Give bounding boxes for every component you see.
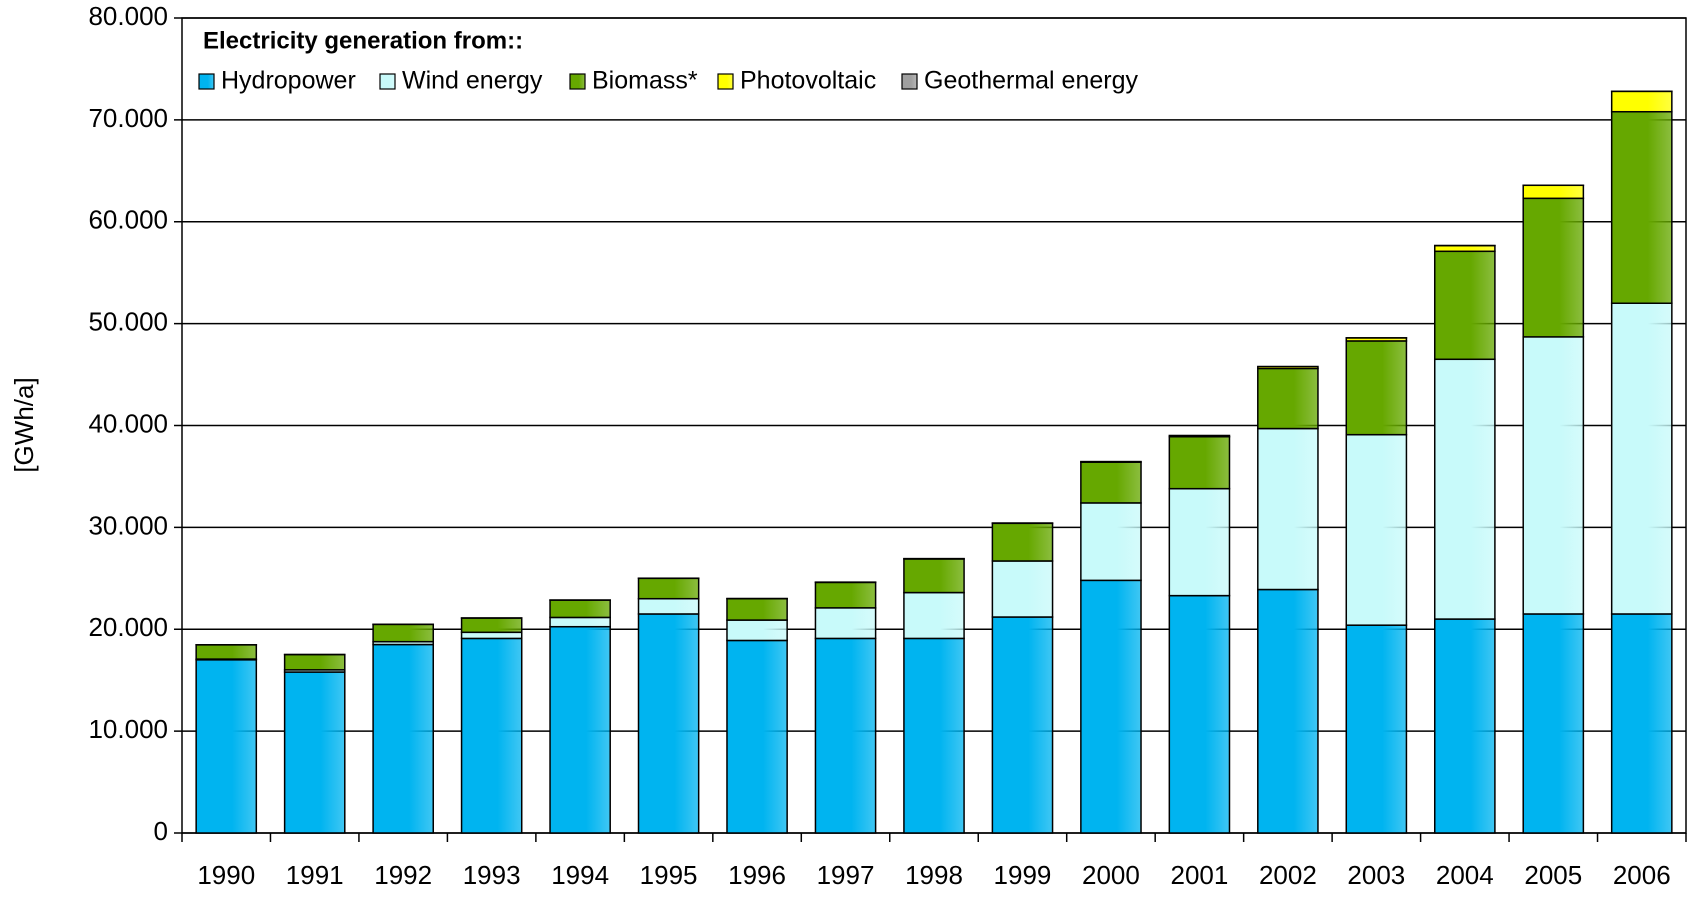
bar-segment [1610, 90, 1673, 113]
x-tick-label: 2003 [1347, 860, 1405, 890]
bar-segment [1433, 358, 1496, 620]
bar-segment [814, 581, 877, 609]
bar-segment [195, 644, 258, 660]
bar-segment [1345, 340, 1408, 436]
bar-segment [1080, 460, 1142, 463]
bar-segment [1522, 197, 1585, 338]
x-tick-label: 1990 [197, 860, 255, 890]
x-tick-label: 1995 [640, 860, 698, 890]
legend-swatch [198, 73, 215, 90]
bar-segment [549, 625, 611, 834]
bar-segment [726, 619, 788, 642]
x-tick-label: 2005 [1524, 860, 1582, 890]
bar-segment [637, 613, 700, 834]
bar-segment [1610, 613, 1673, 834]
bar-segment [726, 639, 788, 834]
bar-segment [460, 637, 523, 834]
bar-segment [1433, 618, 1496, 834]
bar-segment [372, 643, 435, 834]
bar-segment [1080, 461, 1142, 504]
x-tick-label: 1994 [551, 860, 609, 890]
bar-segment [1168, 434, 1231, 438]
x-tick-label: 2002 [1259, 860, 1317, 890]
y-tick-label: 40.000 [88, 408, 168, 438]
bar-segment [903, 591, 965, 640]
y-tick-label: 50.000 [88, 307, 168, 337]
bar-segment [1433, 250, 1496, 361]
y-tick-label: 0 [154, 816, 168, 846]
y-axis-label: [GWh/a] [9, 377, 39, 472]
x-tick-label: 2006 [1613, 860, 1671, 890]
bar-segment [1522, 613, 1585, 834]
legend-text: Biomass* [592, 67, 698, 95]
bar-segment [1345, 624, 1408, 834]
bar-segment [991, 522, 1054, 562]
bar-segment [903, 637, 965, 834]
legend-text: Geothermal energy [924, 67, 1139, 95]
x-tick-label: 1991 [286, 860, 344, 890]
bar-segment [460, 631, 523, 640]
bar-segment [726, 597, 788, 621]
bar-segment [460, 617, 523, 634]
bar-segment [1610, 110, 1673, 304]
bar-segment [1168, 487, 1231, 597]
y-tick-label: 10.000 [88, 714, 168, 744]
bar-segment [1433, 244, 1496, 253]
legend-text: Photovoltaic [740, 67, 876, 95]
legend-text: Wind energy [402, 67, 543, 95]
x-tick-label: 1992 [374, 860, 432, 890]
y-tick-label: 60.000 [88, 205, 168, 235]
bar-segment [814, 607, 877, 640]
x-tick-label: 1997 [817, 860, 875, 890]
x-tick-label: 1993 [463, 860, 521, 890]
bar-segment [1257, 365, 1319, 370]
legend-swatch [901, 73, 918, 90]
x-tick-label: 1996 [728, 860, 786, 890]
bar-segment [814, 637, 877, 834]
bar-segment [1610, 302, 1673, 615]
x-tick-label: 2001 [1170, 860, 1228, 890]
bar-segment [1257, 367, 1319, 430]
bar-segment [903, 558, 965, 594]
legend-text: Hydropower [221, 67, 356, 95]
bar-segment [372, 623, 435, 643]
legend-title: Electricity generation from:: [203, 27, 523, 54]
legend-swatch [717, 73, 734, 90]
bar-segment [1257, 427, 1319, 591]
y-tick-label: 70.000 [88, 103, 168, 133]
bar-segment [549, 616, 611, 628]
bar-segment [1080, 502, 1142, 582]
bar-segment [1080, 579, 1142, 834]
bar-segment [549, 599, 611, 619]
x-tick-label: 2000 [1082, 860, 1140, 890]
bar-segment [1522, 336, 1585, 615]
bar-segment [283, 653, 346, 671]
y-tick-label: 30.000 [88, 510, 168, 540]
bar-segment [1522, 184, 1585, 200]
bar-segment [1168, 435, 1231, 490]
y-tick-label: 20.000 [88, 612, 168, 642]
y-tick-label: 80.000 [88, 1, 168, 31]
bar-segment [637, 597, 700, 615]
bar-segment [195, 659, 258, 834]
legend-swatch [569, 73, 586, 90]
bar-segment [991, 616, 1054, 834]
bar-segment [1257, 588, 1319, 834]
bar-segment [1345, 433, 1408, 626]
bar-segment [991, 560, 1054, 618]
legend-swatch [379, 73, 396, 90]
x-tick-label: 2004 [1436, 860, 1494, 890]
x-tick-label: 1998 [905, 860, 963, 890]
bar-segment [637, 577, 700, 600]
x-tick-label: 1999 [994, 860, 1052, 890]
bar-segment [1168, 594, 1231, 834]
bar-segment [283, 671, 346, 834]
